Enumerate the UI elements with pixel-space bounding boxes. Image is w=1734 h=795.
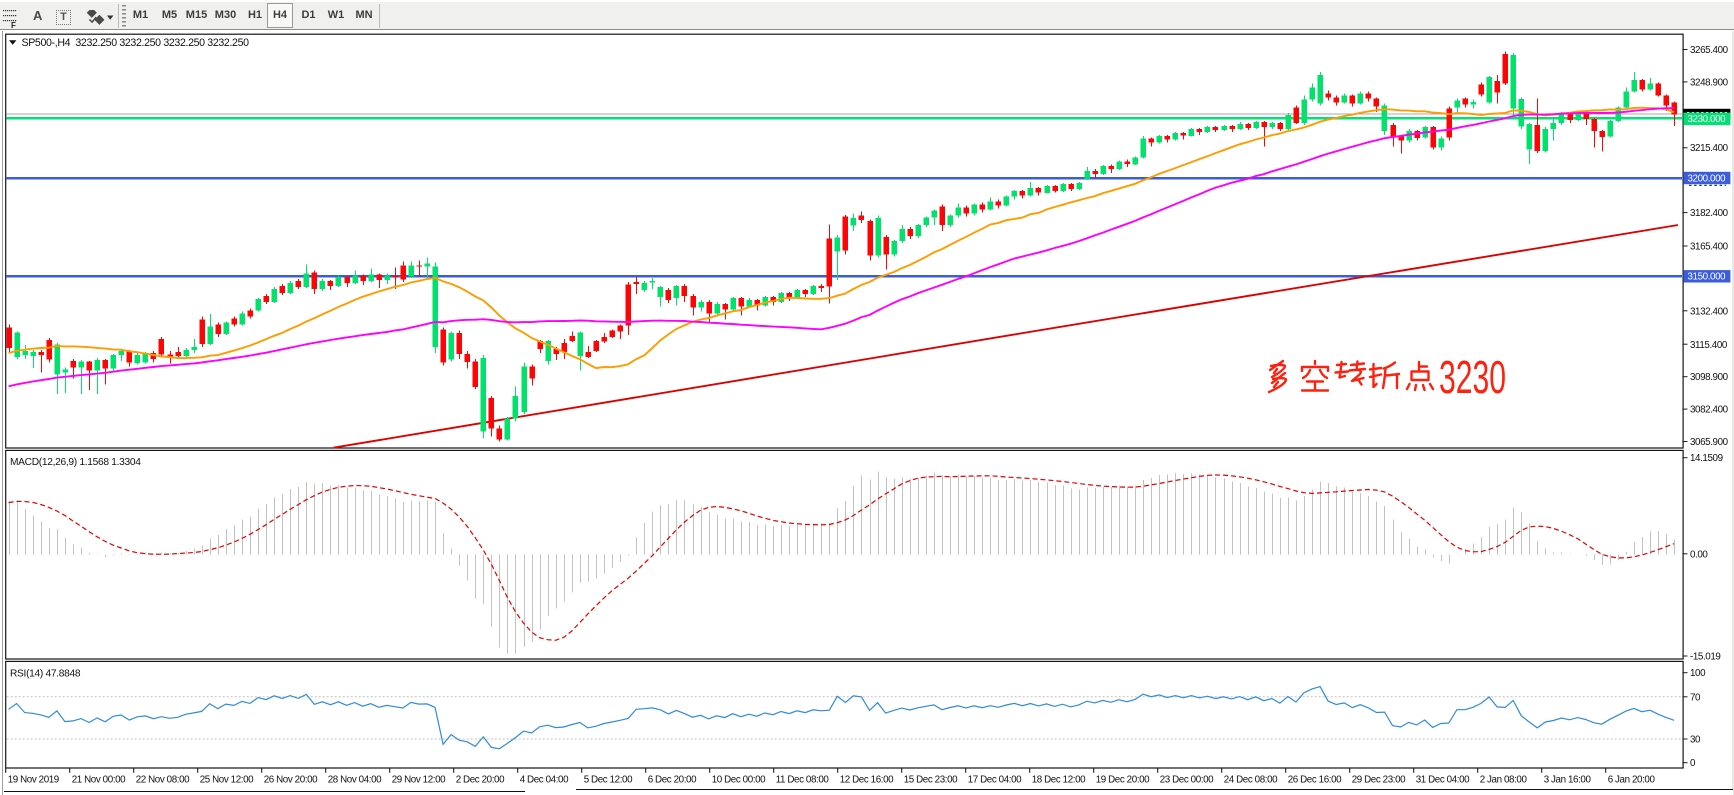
svg-text:3165.400: 3165.400: [1690, 242, 1729, 253]
svg-text:12 Dec 16:00: 12 Dec 16:00: [840, 775, 894, 786]
svg-text:18 Dec 12:00: 18 Dec 12:00: [1032, 775, 1086, 786]
svg-text:3065.900: 3065.900: [1690, 437, 1729, 448]
svg-text:RSI(14) 47.8848: RSI(14) 47.8848: [10, 668, 81, 679]
svg-text:3215.400: 3215.400: [1690, 143, 1729, 154]
svg-text:3200.000: 3200.000: [1688, 173, 1727, 184]
svg-text:21 Nov 00:00: 21 Nov 00:00: [72, 775, 126, 786]
svg-text:3230.000: 3230.000: [1688, 114, 1727, 125]
svg-text:10 Dec 00:00: 10 Dec 00:00: [712, 775, 766, 786]
svg-text:3230: 3230: [1439, 351, 1506, 403]
svg-text:6 Jan 20:00: 6 Jan 20:00: [1608, 775, 1656, 786]
svg-text:3150.000: 3150.000: [1688, 272, 1727, 283]
svg-text:25 Nov 12:00: 25 Nov 12:00: [200, 775, 254, 786]
svg-text:29 Dec 23:00: 29 Dec 23:00: [1352, 775, 1406, 786]
svg-text:26 Dec 16:00: 26 Dec 16:00: [1288, 775, 1342, 786]
svg-text:31 Dec 04:00: 31 Dec 04:00: [1416, 775, 1470, 786]
svg-text:3115.400: 3115.400: [1690, 340, 1728, 351]
svg-text:SP500-,H4 3232.250 3232.250 3: SP500-,H4 3232.250 3232.250 3232.250 323…: [22, 37, 250, 49]
svg-text:-15.019: -15.019: [1690, 652, 1720, 663]
svg-text:26 Nov 20:00: 26 Nov 20:00: [264, 775, 318, 786]
svg-text:19 Dec 20:00: 19 Dec 20:00: [1096, 775, 1150, 786]
svg-text:5 Dec 12:00: 5 Dec 12:00: [584, 775, 633, 786]
svg-text:3182.400: 3182.400: [1690, 208, 1729, 219]
svg-text:15 Dec 23:00: 15 Dec 23:00: [904, 775, 958, 786]
svg-text:30: 30: [1690, 735, 1701, 746]
svg-text:29 Nov 12:00: 29 Nov 12:00: [392, 775, 446, 786]
svg-text:2 Dec 20:00: 2 Dec 20:00: [456, 775, 505, 786]
svg-text:3098.900: 3098.900: [1690, 372, 1729, 383]
svg-text:4 Dec 04:00: 4 Dec 04:00: [520, 775, 569, 786]
svg-text:3132.400: 3132.400: [1690, 306, 1729, 317]
svg-text:28 Nov 04:00: 28 Nov 04:00: [328, 775, 382, 786]
svg-text:70: 70: [1690, 692, 1701, 703]
svg-text:3 Jan 16:00: 3 Jan 16:00: [1544, 775, 1592, 786]
svg-text:6 Dec 20:00: 6 Dec 20:00: [648, 775, 697, 786]
svg-text:2 Jan 08:00: 2 Jan 08:00: [1480, 775, 1528, 786]
svg-text:3248.900: 3248.900: [1690, 77, 1729, 88]
svg-text:MACD(12,26,9) 1.1568 1.3304: MACD(12,26,9) 1.1568 1.3304: [10, 457, 141, 468]
svg-text:F: F: [11, 21, 16, 30]
svg-text:14.1509: 14.1509: [1690, 453, 1723, 464]
svg-text:0.00: 0.00: [1690, 549, 1708, 560]
svg-text:22 Nov 08:00: 22 Nov 08:00: [136, 775, 190, 786]
svg-text:17 Dec 04:00: 17 Dec 04:00: [968, 775, 1022, 786]
svg-text:19 Nov 2019: 19 Nov 2019: [8, 775, 59, 786]
svg-text:24 Dec 08:00: 24 Dec 08:00: [1224, 775, 1278, 786]
svg-text:23 Dec 00:00: 23 Dec 00:00: [1160, 775, 1214, 786]
svg-text:11 Dec 08:00: 11 Dec 08:00: [776, 775, 830, 786]
svg-text:0: 0: [1690, 758, 1696, 769]
svg-text:3082.400: 3082.400: [1690, 405, 1729, 416]
svg-text:100: 100: [1690, 668, 1706, 679]
svg-text:3265.400: 3265.400: [1690, 45, 1729, 56]
